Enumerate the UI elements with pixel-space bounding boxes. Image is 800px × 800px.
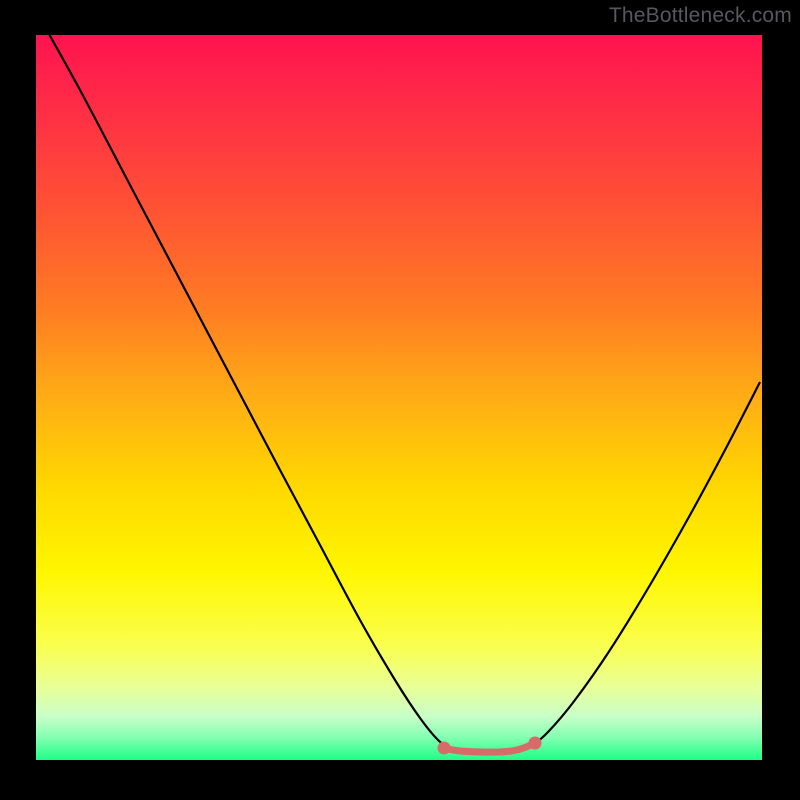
highlight-dot-left	[438, 742, 451, 755]
chart-container: TheBottleneck.com	[0, 0, 800, 800]
watermark-text: TheBottleneck.com	[609, 4, 792, 28]
plot-background-gradient	[36, 35, 762, 760]
highlight-dot-right	[529, 737, 542, 750]
chart-svg	[0, 0, 800, 800]
